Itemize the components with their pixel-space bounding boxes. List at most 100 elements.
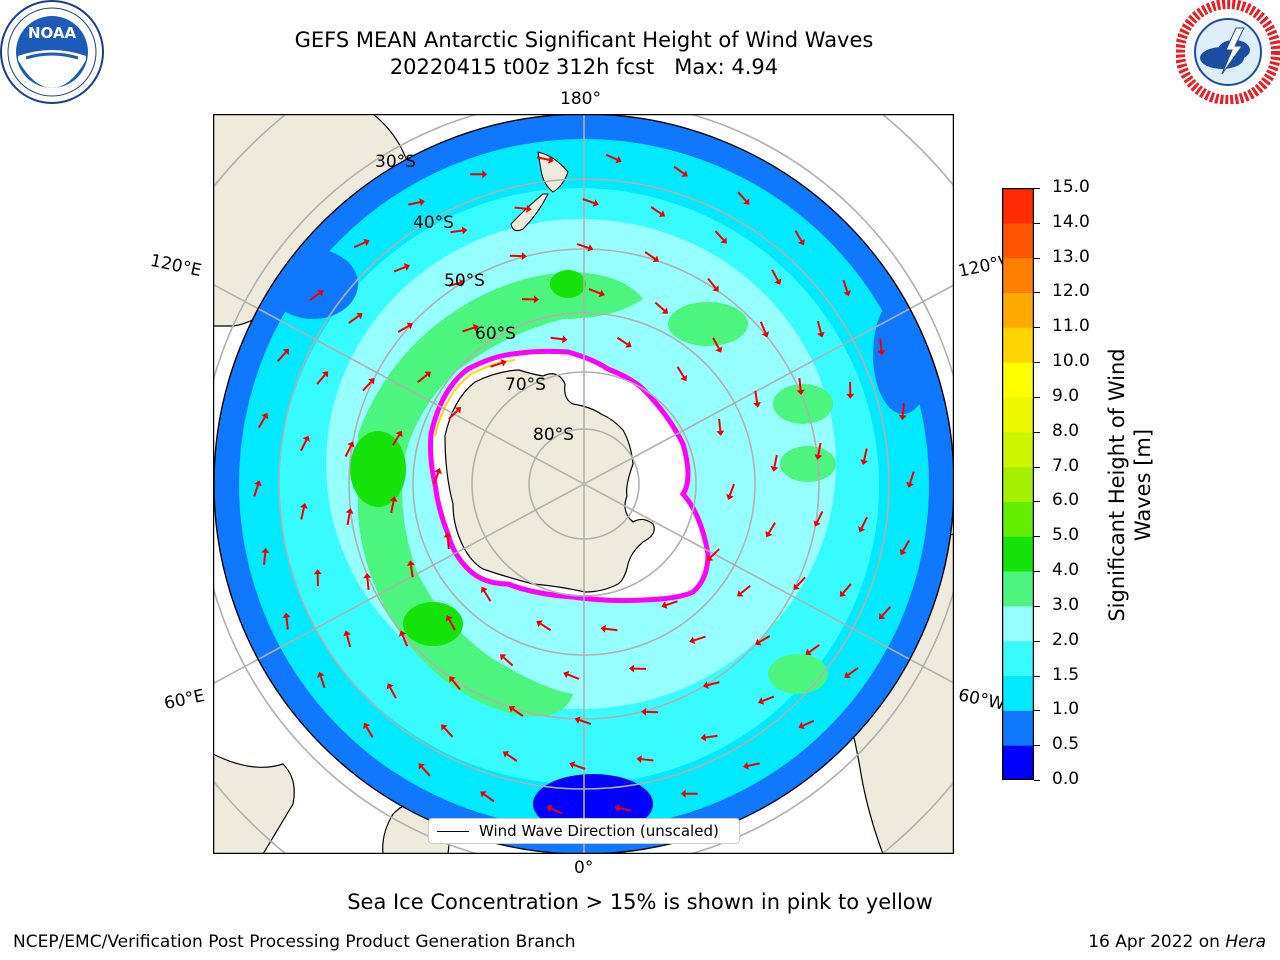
wave-direction-arrowhead [254,480,262,487]
colorbar-tick-mark [1034,466,1040,468]
wave-direction-arrow [802,719,815,727]
wave-direction-arrowhead [737,590,744,597]
wave-direction-arrow [644,251,656,260]
wave-direction-arrow [365,726,374,738]
wave-direction-arrow [448,281,461,287]
wave-direction-arrowhead [536,620,543,628]
colorbar-tick-label: 1.5 [1052,664,1080,685]
wave-direction-arrow [847,666,859,676]
wave-direction-arrow [860,516,868,529]
colorbar-label: Significant Height of Wind Waves [m] [1105,348,1155,622]
wave-direction-arrow [673,165,685,175]
wave-direction-arrow [759,321,767,334]
colorbar-segment [1002,571,1034,607]
wave-direction-arrow [740,584,751,595]
wave-direction-arrow [536,156,550,161]
wave-direction-arrow [816,320,822,333]
wave-direction-arrowhead [706,554,714,561]
wave-direction-arrowhead [521,252,527,261]
lon-label-60w: 60°W [956,685,1007,715]
polar-map [213,114,954,854]
wave-direction-arrow [550,336,563,341]
wave-direction-arrow [588,288,601,295]
colorbar-tick-mark [1034,327,1040,329]
wave-direction-arrowhead [843,290,851,297]
wave-direction-arrowhead [533,295,539,304]
wave-direction-arrowhead [569,761,576,769]
wave-direction-arrow [316,374,326,385]
colorbar-segment [1002,745,1034,780]
wave-direction-arrowhead [906,481,914,488]
wave-direction-arrow [605,627,618,632]
wave-direction-arrow [362,381,372,392]
wave-direction-arrowhead [502,751,510,758]
wave-direction-arrowhead [356,312,363,320]
wave-direction-arrowhead [716,430,725,436]
colorbar-segment [1002,292,1034,328]
colorbar-segment [1002,362,1034,398]
wave-direction-arrow [707,277,717,289]
wave-direction-arrowhead [418,763,425,770]
colorbar-tick-mark [1034,571,1040,573]
wave-direction-arrowhead [658,210,666,217]
colorbar-tick-mark [1034,396,1040,398]
wave-direction-arrowhead [761,331,770,338]
colorbar-tick-label: 6.0 [1052,490,1080,511]
wave-direction-arrow [816,510,824,523]
wave-direction-arrowhead [317,671,325,678]
colorbar-segment [1002,431,1034,468]
wave-direction-arrowhead [424,371,431,378]
colorbar-tick-mark [1034,257,1040,259]
wave-direction-arrow [709,548,720,559]
wave-direction-arrowhead [681,170,688,177]
wave-direction-arrowhead [726,493,734,500]
wave-direction-arrowhead [363,722,371,730]
wave-direction-arrowhead [689,636,696,645]
wave-direction-arrow [714,230,725,241]
wave-direction-arrow [576,243,589,249]
wave-direction-arrow [767,522,776,534]
wave-direction-arrowhead [459,279,466,287]
wave-direction-arrowhead [712,285,719,292]
wave-direction-arrow [309,292,321,302]
wave-direction-arrow [762,695,775,702]
wave-direction-arrowhead [526,204,532,213]
wave-direction-arrowhead [898,414,907,421]
wave-direction-arrow [348,315,360,324]
wave-direction-arrowhead [562,335,568,344]
wave-direction-arrowhead [347,441,355,448]
wave-direction-arrowhead [615,155,622,164]
lat-label-60s: 60°S [475,324,516,344]
wave-direction-arrow [448,619,456,631]
wave-direction-arrowhead [261,547,270,554]
wave-direction-arrowhead [499,654,507,661]
wave-direction-arrowhead [598,289,605,298]
wave-direction-arrowhead [261,412,269,420]
wave-direction-arrowhead [389,496,398,503]
wave-direction-arrow [794,230,803,242]
wave-direction-arrow [344,445,352,458]
colorbar-tick-label: 8.0 [1052,420,1080,441]
wave-direction-arrowhead [321,371,329,378]
lat-label-40s: 40°S [413,213,454,233]
colorbar-tick-mark [1034,536,1040,538]
wave-direction-arrow [771,269,779,281]
wave-direction-arrow [417,373,428,384]
colorbar-segment [1002,710,1034,746]
lat-label-30s: 30°S [375,152,416,172]
wave-direction-arrowhead [508,705,516,713]
wave-direction-arrow [582,198,595,205]
wave-direction-arrowhead [406,560,415,566]
wave-direction-arrow [909,471,915,484]
lon-label-120e: 120°E [148,250,204,282]
wave-direction-arrowhead [796,389,805,396]
wave-direction-arrow [392,434,401,446]
wave-direction-arrowhead [641,707,647,716]
wave-direction-arrowhead [661,601,668,609]
wave-direction-arrow [665,600,678,607]
wave-direction-arrow [550,807,563,815]
lon-label-0: 0° [574,858,594,878]
wave-direction-arrow [366,577,370,590]
wave-direction-arrowhead [758,697,765,705]
wave-direction-arrowhead [302,435,310,442]
